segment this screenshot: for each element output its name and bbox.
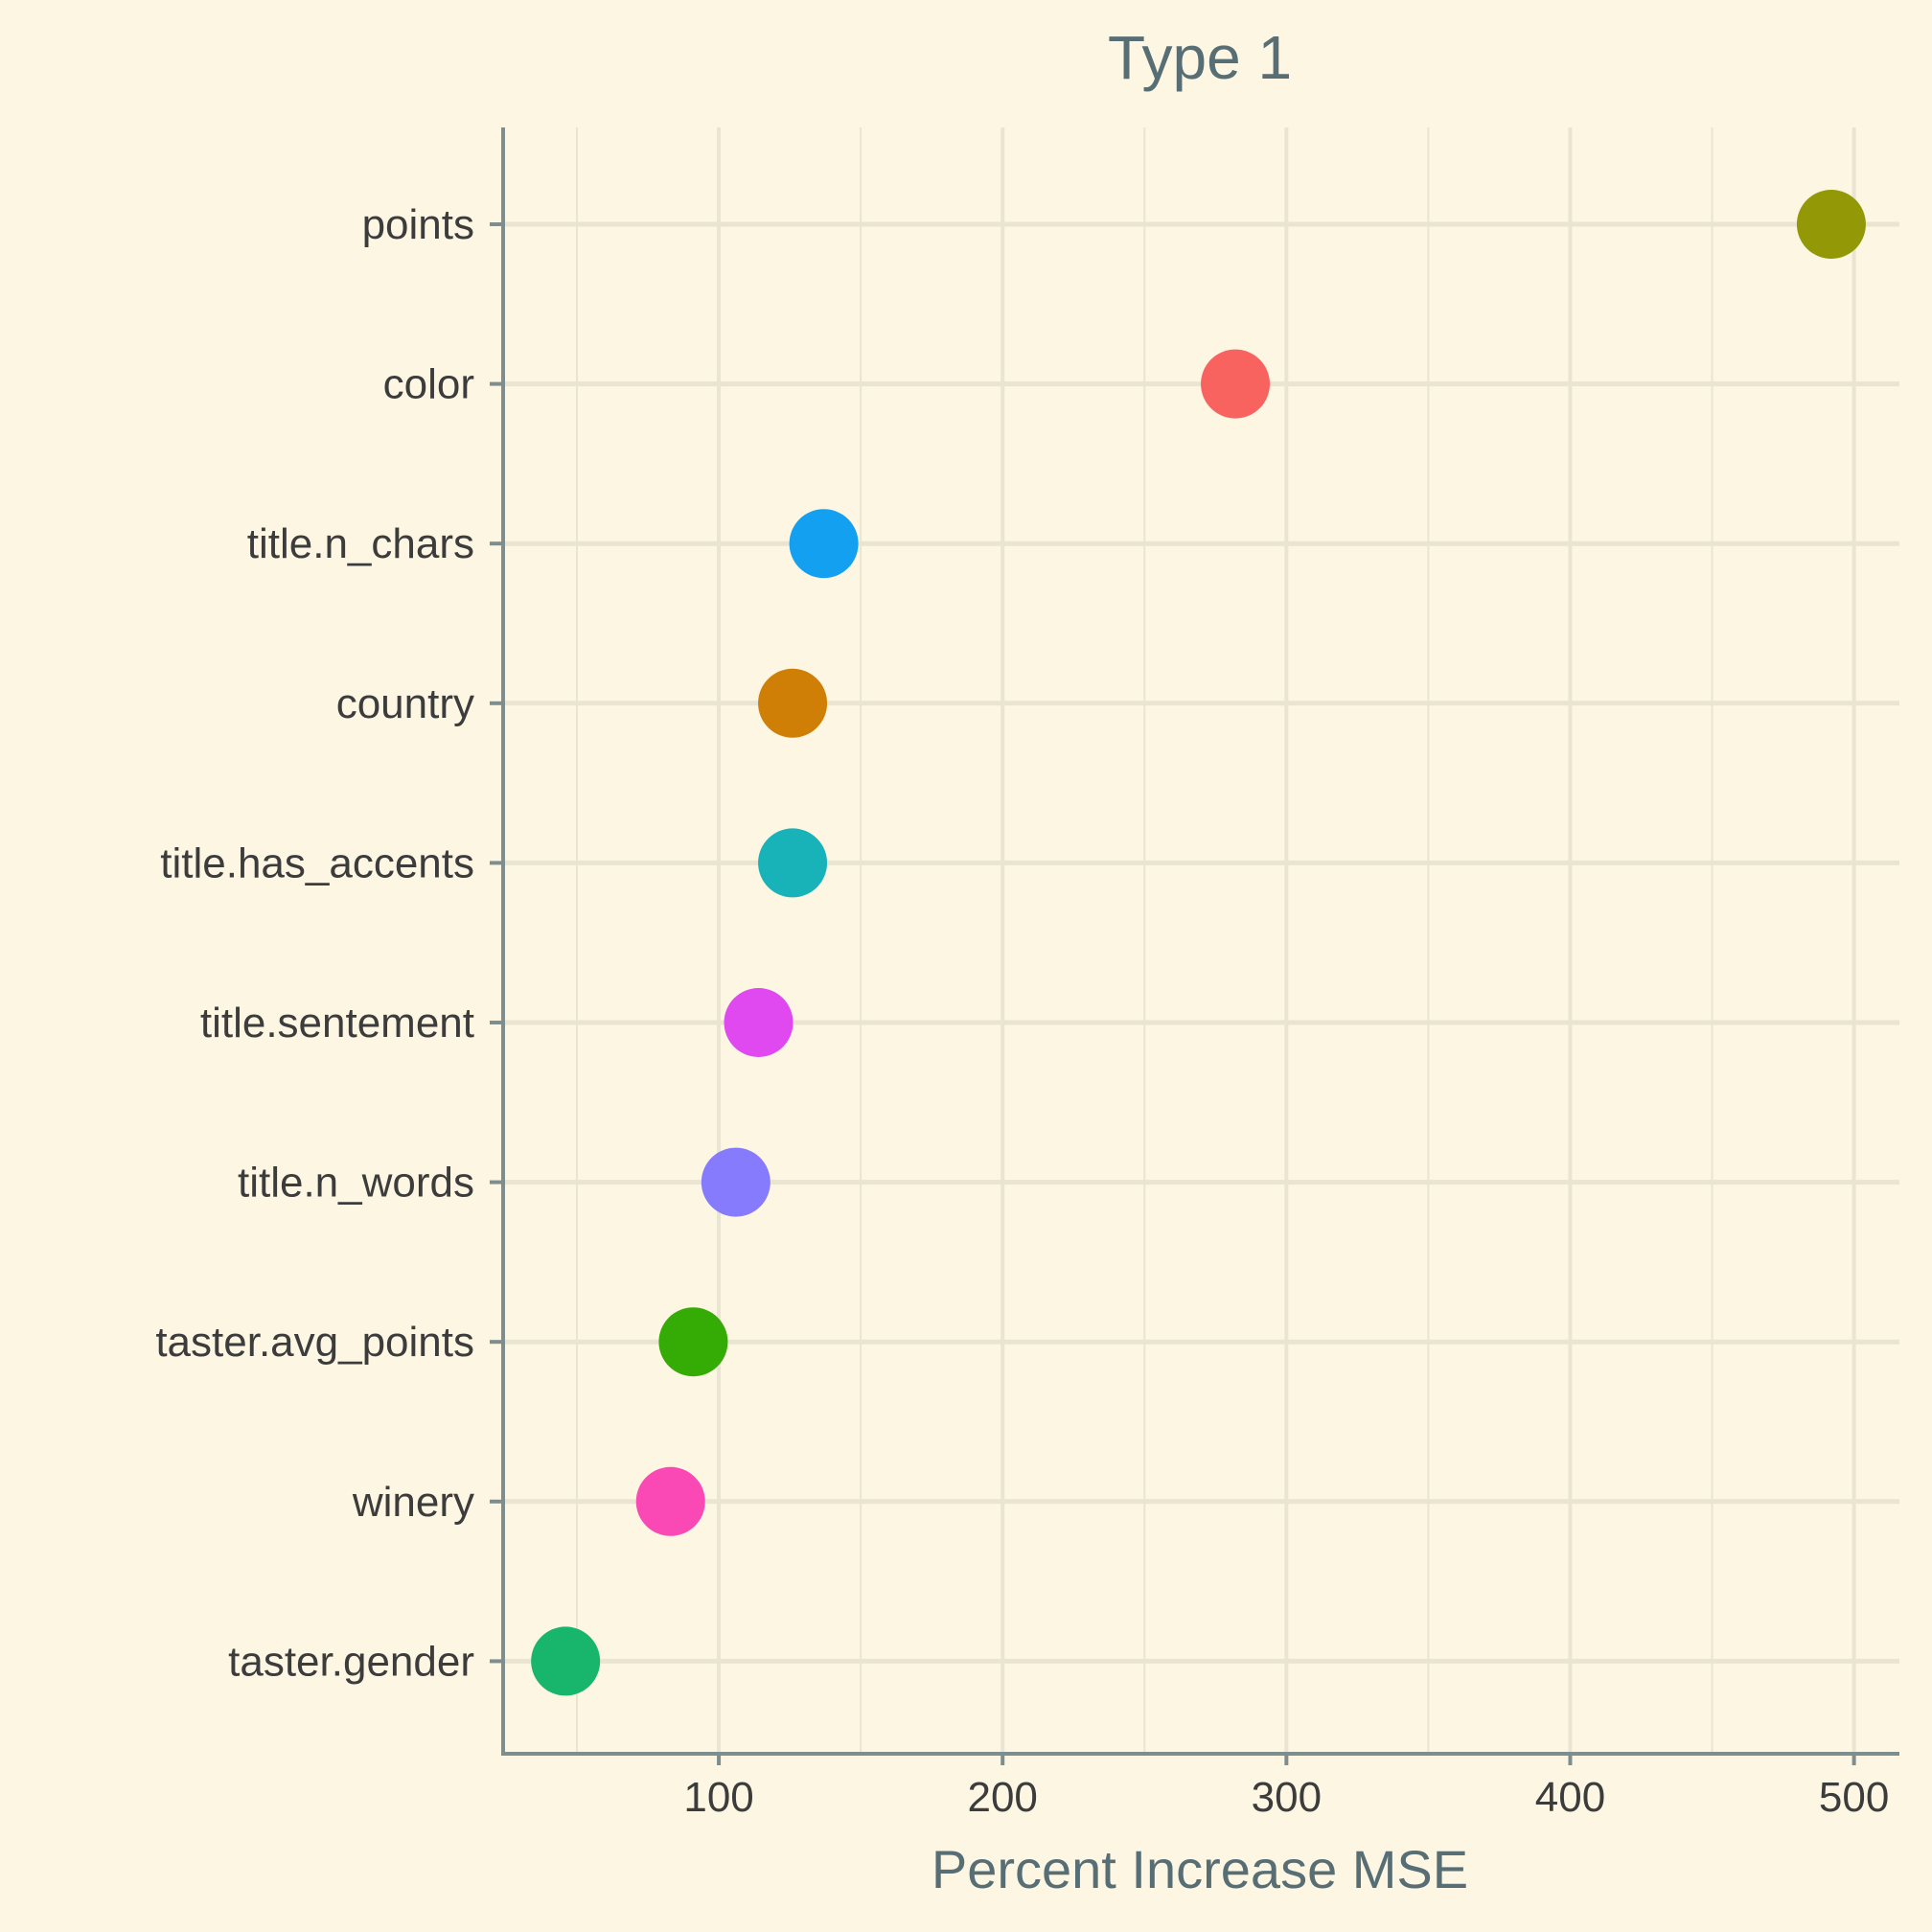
data-point-winery	[635, 1466, 705, 1536]
y-tick-label: points	[362, 201, 474, 248]
x-tick-label: 100	[683, 1774, 753, 1821]
x-tick-label: 300	[1252, 1774, 1322, 1821]
y-tick-label: title.n_words	[238, 1160, 474, 1207]
x-tick-label: 400	[1535, 1774, 1605, 1821]
chart-title: Type 1	[1108, 23, 1292, 92]
data-point-country	[758, 668, 828, 738]
data-point-color	[1201, 349, 1271, 419]
data-point-points	[1796, 190, 1866, 259]
y-tick-label: taster.gender	[228, 1638, 474, 1685]
y-tick-label: color	[383, 361, 474, 408]
data-point-taster-avg-points	[658, 1307, 728, 1377]
data-point-title-n-words	[701, 1147, 770, 1217]
data-point-title-n-chars	[789, 509, 859, 579]
x-axis-title: Percent Increase MSE	[932, 1839, 1468, 1899]
y-tick-label: country	[336, 680, 474, 727]
x-tick-label: 500	[1819, 1774, 1889, 1821]
y-tick-label: winery	[352, 1479, 474, 1526]
y-tick-label: title.n_chars	[247, 520, 474, 567]
data-point-title-sentement	[724, 988, 794, 1057]
data-points	[531, 190, 1866, 1696]
data-point-taster-gender	[531, 1626, 601, 1696]
y-tick-label: taster.avg_points	[155, 1319, 474, 1366]
y-tick-label: title.sentement	[200, 1000, 474, 1046]
y-tick-label: title.has_accents	[160, 840, 474, 886]
x-tick-label: 200	[967, 1774, 1037, 1821]
axes: 100 200 300 400 500 points color title.n_charsc…	[155, 127, 1899, 1821]
grid-lines	[503, 127, 1899, 1754]
data-point-title-has-accents	[758, 828, 828, 898]
